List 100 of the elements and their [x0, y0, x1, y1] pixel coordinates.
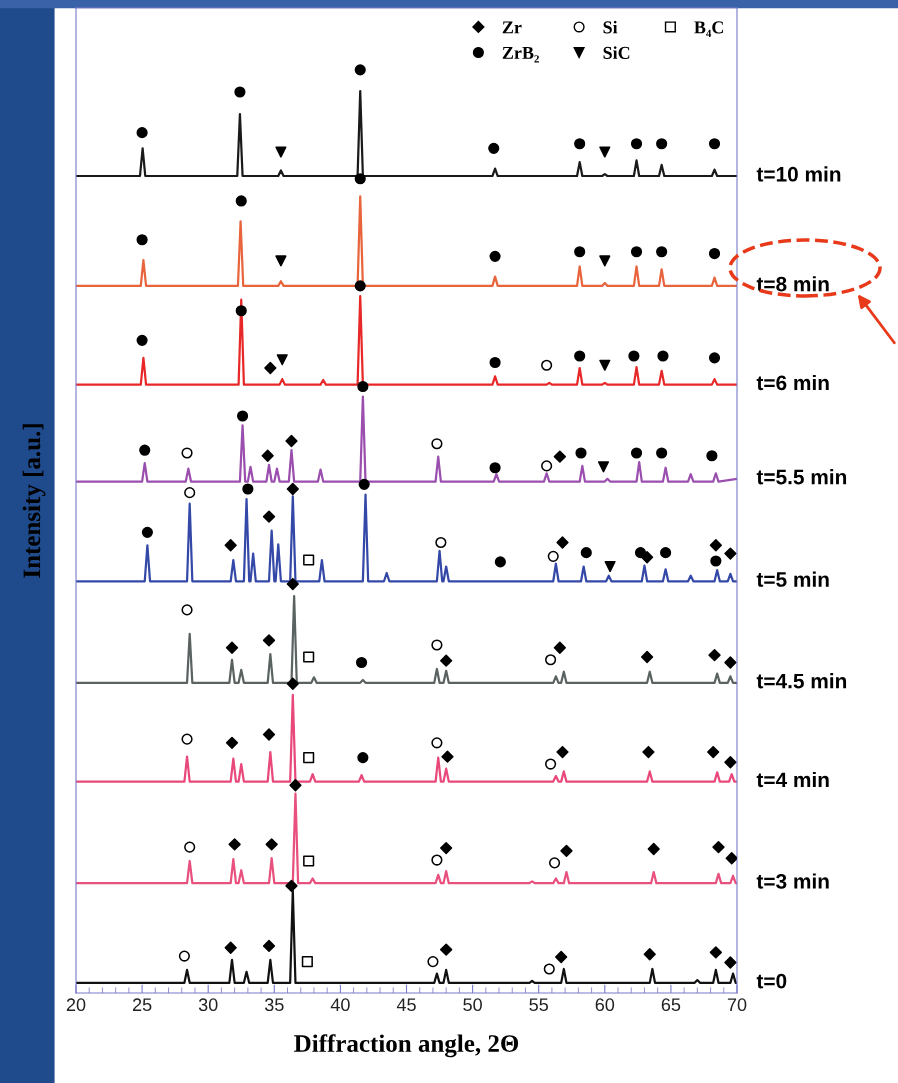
point — [435, 536, 447, 549]
point — [136, 127, 148, 139]
x-tick-label: 55 — [529, 998, 548, 1012]
point — [574, 350, 586, 362]
point — [556, 536, 569, 549]
point — [707, 745, 720, 759]
point — [604, 560, 616, 573]
point — [634, 547, 647, 559]
series-label: t=0 — [756, 973, 787, 989]
point — [262, 634, 276, 647]
point — [224, 539, 237, 552]
series-label: t=4 min — [756, 771, 829, 788]
point — [724, 547, 737, 560]
point — [265, 838, 278, 851]
point — [599, 359, 611, 371]
point — [289, 779, 302, 792]
point — [181, 604, 193, 616]
point — [656, 246, 668, 258]
point — [354, 280, 366, 292]
point — [358, 478, 370, 490]
point — [709, 946, 722, 959]
point — [357, 752, 369, 764]
point — [489, 462, 501, 474]
point — [285, 434, 298, 448]
point — [440, 841, 453, 855]
series-label: t=5.5 min — [756, 469, 847, 485]
point — [555, 950, 568, 964]
point — [303, 752, 315, 764]
point — [547, 550, 559, 562]
x-tick-label: 40 — [330, 998, 350, 1012]
point — [441, 750, 454, 763]
point — [541, 460, 553, 472]
point — [275, 255, 287, 267]
point — [427, 956, 439, 968]
series-label: t=5 min — [756, 571, 829, 587]
point — [643, 948, 656, 961]
point — [541, 359, 553, 371]
point — [706, 450, 718, 462]
point — [560, 844, 573, 857]
x-tick-label: 30 — [198, 998, 218, 1012]
point — [141, 526, 153, 538]
point — [708, 648, 721, 662]
point — [489, 250, 501, 262]
point — [224, 941, 237, 954]
point — [724, 756, 737, 769]
point — [724, 956, 737, 969]
point — [440, 943, 453, 956]
point — [264, 361, 277, 375]
point — [489, 356, 501, 369]
point — [301, 956, 313, 968]
point — [556, 745, 569, 759]
point — [262, 510, 276, 523]
legend-label: Si — [603, 20, 618, 34]
point — [303, 554, 315, 566]
point — [494, 556, 506, 568]
point — [286, 677, 299, 690]
point — [234, 86, 246, 98]
point — [139, 444, 151, 456]
point — [276, 354, 288, 366]
point — [242, 483, 254, 495]
legend-label: Zr — [502, 21, 522, 34]
series-label: t=8 min — [756, 276, 829, 292]
point — [262, 939, 276, 953]
x-tick-label: 20 — [66, 998, 86, 1012]
point — [545, 758, 557, 770]
series-label: t=4.5 min — [756, 673, 847, 689]
point — [236, 410, 249, 422]
y-axis-title: Intensity [a.u.] — [22, 424, 46, 578]
point — [181, 447, 193, 459]
point — [261, 449, 274, 462]
point — [712, 840, 725, 854]
x-tick-label: 50 — [463, 998, 482, 1012]
series-label: t=10 min — [756, 166, 841, 182]
point — [354, 64, 366, 76]
point — [724, 656, 737, 669]
series-label: t=6 min — [756, 374, 829, 391]
legend-label: ZrB₂ — [502, 46, 539, 63]
point — [286, 577, 299, 591]
point — [647, 842, 660, 856]
point — [303, 651, 315, 663]
point — [630, 138, 643, 150]
point — [548, 857, 561, 869]
x-tick-label: 45 — [396, 998, 416, 1012]
point — [178, 950, 190, 962]
point — [710, 555, 722, 567]
x-tick-label: 70 — [727, 998, 747, 1012]
legend-label: B₄C — [694, 21, 723, 37]
point — [431, 639, 443, 651]
x-tick-label: 60 — [595, 998, 615, 1012]
point — [640, 650, 654, 664]
point — [286, 482, 299, 496]
point — [553, 641, 566, 654]
point — [574, 246, 586, 258]
point — [136, 334, 148, 346]
series-label: t=3 min — [756, 873, 829, 889]
x-tick-label: 65 — [661, 998, 681, 1012]
point — [656, 447, 668, 459]
point — [599, 146, 611, 158]
point — [599, 255, 611, 267]
point — [656, 138, 668, 150]
